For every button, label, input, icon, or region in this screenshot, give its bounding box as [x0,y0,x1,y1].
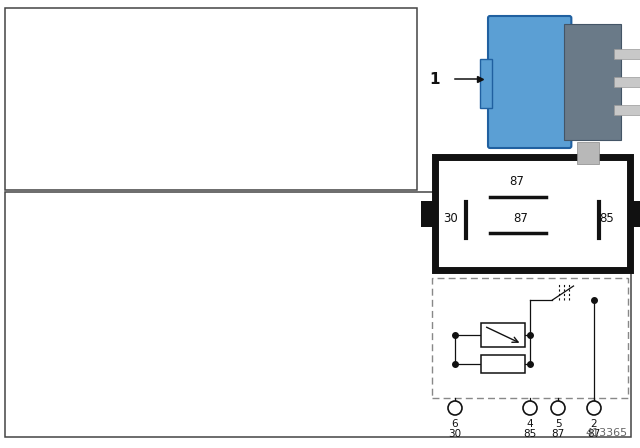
Bar [577,142,599,164]
Text: 6: 6 [452,419,458,429]
Bar [614,49,640,59]
Bar [5,192,631,437]
Text: 413365: 413365 [586,428,628,438]
Bar [614,77,640,87]
Text: 85: 85 [524,429,536,439]
Bar [421,201,435,227]
Bar [481,323,525,347]
Text: 87: 87 [588,429,600,439]
Text: 30: 30 [444,211,458,224]
Bar [630,201,640,227]
Text: 5: 5 [555,419,561,429]
Circle shape [587,401,601,415]
Bar [564,24,621,140]
Text: 85: 85 [599,211,614,224]
FancyBboxPatch shape [488,16,572,148]
Bar [432,278,628,398]
Bar [435,157,630,270]
Text: 2: 2 [591,419,597,429]
Circle shape [523,401,537,415]
Text: 30: 30 [449,429,461,439]
Bar [481,355,525,373]
Text: 87: 87 [552,429,564,439]
Circle shape [551,401,565,415]
Text: 87: 87 [509,175,524,188]
Text: 4: 4 [527,419,533,429]
Text: 1: 1 [429,72,440,87]
Bar [480,59,492,108]
Text: 87: 87 [513,211,528,224]
Bar [614,105,640,115]
Bar [5,8,417,190]
Circle shape [448,401,462,415]
